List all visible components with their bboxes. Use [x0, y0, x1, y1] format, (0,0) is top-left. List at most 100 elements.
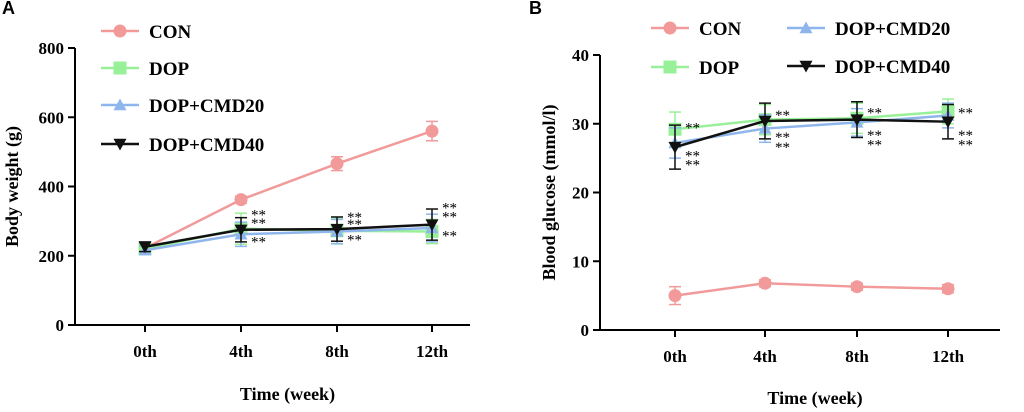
- x-tick-label: 0th: [133, 342, 157, 361]
- legend-swatch-marker: [799, 21, 813, 34]
- significance-label: **: [347, 210, 362, 226]
- legend-label: DOP+CMD40: [149, 135, 264, 156]
- significance-label: **: [685, 158, 700, 174]
- significance-label: **: [775, 130, 790, 146]
- significance-label: **: [347, 217, 362, 233]
- significance-label: **: [867, 105, 882, 121]
- significance-label: **: [251, 235, 266, 251]
- legend-item-con: CON: [651, 19, 742, 40]
- panel-b: B 0 10 20 30 40 0th 4th 8th 12th Time (week) Blood …: [529, 0, 1000, 409]
- y-tick-label: 20: [572, 184, 589, 203]
- y-tick-label: 400: [39, 178, 65, 197]
- data-point: [234, 224, 248, 237]
- data-point: [234, 193, 248, 207]
- x-tick-label: 8th: [325, 342, 349, 361]
- series-line: [144, 226, 433, 252]
- x-tick-label: 4th: [229, 342, 253, 361]
- data-point: [425, 124, 439, 138]
- legend-swatch-marker: [113, 98, 127, 111]
- legend-item-dop-cmd20: DOP+CMD20: [787, 19, 950, 40]
- significance-label: **: [685, 149, 700, 165]
- series-dop: [138, 212, 439, 256]
- legend-item-con: CON: [101, 22, 192, 43]
- panel-letter: A: [2, 0, 15, 18]
- data-point: [668, 141, 682, 154]
- y-tick-label: 800: [39, 39, 65, 58]
- series-line: [144, 129, 433, 250]
- y-tick-label: 10: [572, 252, 589, 271]
- series-dop: [668, 98, 955, 148]
- significance-label: **: [867, 138, 882, 154]
- data-point: [668, 289, 682, 303]
- significance-label: **: [775, 140, 790, 156]
- series-dop-cmd40: [138, 208, 439, 254]
- legend-label: DOP+CMD20: [149, 96, 264, 117]
- x-tick-label: 12th: [416, 342, 449, 361]
- y-tick-label: 30: [572, 115, 589, 134]
- significance-label: **: [685, 121, 700, 137]
- data-point: [330, 223, 344, 236]
- x-axis-title: Time (week): [767, 388, 862, 409]
- data-point: [941, 116, 955, 129]
- significance-label: **: [442, 201, 457, 217]
- legend-swatch-marker: [663, 21, 677, 35]
- legend-item-dop-cmd40: DOP+CMD40: [101, 135, 264, 156]
- significance-label: **: [867, 128, 882, 144]
- data-point: [138, 241, 152, 254]
- legend-label: CON: [149, 22, 192, 43]
- y-tick-label: 600: [39, 108, 65, 127]
- significance-label: **: [347, 232, 362, 248]
- y-tick-label: 0: [581, 321, 590, 340]
- legend-item-dop-cmd20: DOP+CMD20: [101, 96, 264, 117]
- legend-item-dop: DOP: [651, 58, 740, 79]
- data-point: [850, 280, 864, 294]
- series-line: [674, 110, 949, 131]
- x-tick-label: 0th: [663, 347, 687, 366]
- legend-item-dop: DOP: [101, 59, 190, 80]
- legend-label: DOP: [149, 59, 190, 80]
- y-tick-label: 40: [572, 46, 589, 65]
- legend-label: CON: [699, 19, 742, 40]
- data-point: [758, 115, 772, 128]
- series-line: [674, 281, 949, 297]
- series-line: [674, 118, 949, 149]
- legend-label: DOP+CMD20: [835, 19, 950, 40]
- series-dop-cmd20: [138, 213, 439, 256]
- x-tick-label: 8th: [845, 347, 869, 366]
- legend-item-dop-cmd40: DOP+CMD40: [787, 57, 950, 78]
- panel-a: A 0 200 400 600 800 0th 4th 8th 12th Time (week) Bo…: [2, 0, 470, 405]
- legend-label: DOP: [699, 58, 740, 79]
- legend-swatch-marker: [663, 60, 677, 74]
- x-axis-title: Time (week): [240, 384, 335, 405]
- legend-label: DOP+CMD40: [835, 57, 950, 78]
- significance-label: **: [442, 228, 457, 244]
- data-point: [758, 276, 772, 290]
- data-point: [941, 282, 955, 296]
- series-con: [668, 276, 955, 306]
- x-tick-label: 12th: [932, 347, 965, 366]
- legend-swatch-marker: [113, 138, 127, 151]
- y-tick-label: 200: [39, 247, 65, 266]
- y-tick-label: 0: [56, 316, 65, 335]
- significance-label: **: [251, 208, 266, 224]
- series-dop-cmd20: [668, 102, 955, 159]
- y-axis-title: Body weight (g): [2, 126, 23, 247]
- legend-swatch-marker: [113, 61, 127, 75]
- series-line: [674, 114, 949, 145]
- legend-swatch-marker: [799, 60, 813, 73]
- significance-label: **: [958, 138, 973, 154]
- x-tick-label: 4th: [753, 347, 777, 366]
- significance-label: **: [775, 108, 790, 124]
- significance-label: **: [958, 105, 973, 121]
- panel-letter: B: [529, 0, 542, 18]
- data-point: [850, 114, 864, 127]
- data-point: [425, 219, 439, 232]
- significance-label: **: [251, 216, 266, 232]
- significance-label: **: [442, 210, 457, 226]
- y-axis-title: Blood glucose (mmol/l): [539, 105, 560, 281]
- series-dop-cmd40: [668, 101, 955, 170]
- series-line: [144, 223, 433, 248]
- significance-label: **: [958, 128, 973, 144]
- legend-swatch-marker: [113, 24, 127, 38]
